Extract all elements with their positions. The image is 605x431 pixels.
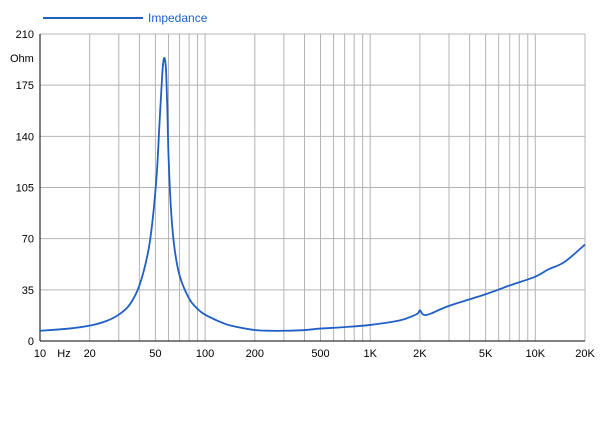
x-tick-label-3: 100 <box>196 348 214 360</box>
y-tick-label-2: 70 <box>22 234 34 246</box>
x-tick-label-7: 2K <box>413 348 427 360</box>
grid-layer <box>40 33 586 341</box>
y-unit-label: Ohm <box>10 53 34 65</box>
x-tick-label-1: 20 <box>84 348 96 360</box>
x-tick-label-4: 200 <box>246 348 264 360</box>
x-tick-label-10: 20K <box>575 348 595 360</box>
y-tick-label-1: 35 <box>22 285 34 297</box>
y-tick-label-3: 105 <box>16 183 34 195</box>
y-tick-label-5: 175 <box>16 80 34 92</box>
series-layer <box>39 56 586 332</box>
x-tick-label-9: 10K <box>526 348 546 360</box>
y-tick-label-6: 210 <box>16 29 34 41</box>
x-tick-label-5: 500 <box>311 348 329 360</box>
x-unit-label: Hz <box>57 348 70 360</box>
axis-layer <box>39 34 585 342</box>
series-line-0 <box>39 56 586 332</box>
y-tick-label-0: 0 <box>28 336 34 348</box>
x-tick-label-6: 1K <box>363 348 377 360</box>
x-tick-label-8: 5K <box>479 348 493 360</box>
legend: Impedance <box>43 11 208 25</box>
x-tick-label-2: 50 <box>149 348 161 360</box>
x-tick-label-0: 10 <box>34 348 46 360</box>
y-tick-label-4: 140 <box>16 131 34 143</box>
tick-labels: 0 35 70 105 140 175 210 10 20 50 100 200 500 1K 2K 5K 10… <box>16 29 596 360</box>
legend-label-impedance: Impedance <box>148 11 208 25</box>
